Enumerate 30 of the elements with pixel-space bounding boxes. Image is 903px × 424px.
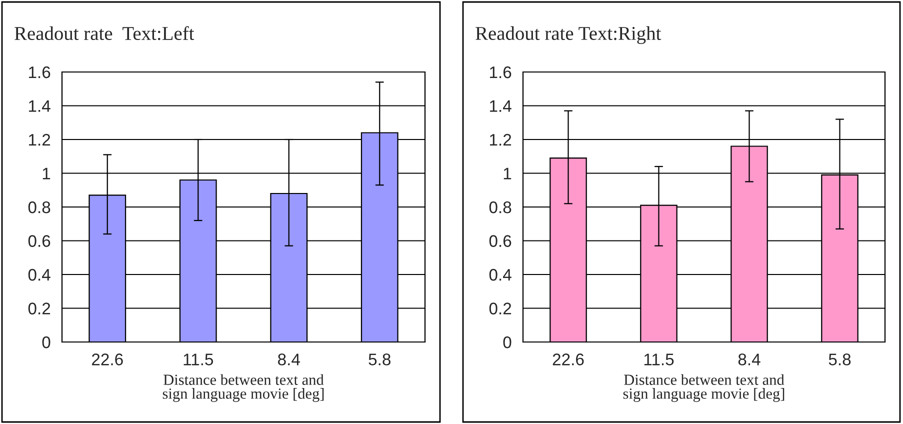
x-tick-label: 11.5 — [184, 354, 214, 366]
y-tick-label: 1.6 — [490, 66, 512, 78]
x-tick-label: 22.6 — [552, 354, 584, 366]
y-tick-label: 0.4 — [489, 268, 512, 281]
x-axis-title: Distance between text and sign language movie [deg] — [623, 374, 784, 402]
y-tick-label: 0.8 — [489, 201, 512, 214]
chart-title: Readout rate Text:Right — [476, 26, 662, 44]
y-tick-label: 0 — [503, 336, 512, 348]
y-tick-label: 1.2 — [28, 134, 50, 146]
x-tick-label: 8.4 — [278, 354, 300, 366]
y-tick-label: 0.4 — [28, 268, 50, 281]
x-axis-title: Distance between text and sign language movie [deg] — [162, 374, 324, 402]
y-tick-label: 1.4 — [490, 100, 512, 112]
y-tick-label: 0.2 — [28, 302, 50, 314]
x-tick-label: 22.6 — [92, 354, 123, 366]
y-tick-label: 0.8 — [28, 201, 50, 214]
y-tick-label: 0.6 — [28, 235, 50, 247]
y-tick-label: 1 — [42, 168, 50, 180]
y-tick-label: 0.2 — [489, 302, 512, 314]
y-tick-label: 0.6 — [489, 235, 512, 247]
y-tick-label: 1 — [504, 168, 512, 180]
y-tick-label: 1.4 — [28, 100, 50, 112]
y-tick-label: 1.6 — [28, 66, 50, 78]
chart-title: Readout rate Text:Left — [14, 26, 194, 40]
x-tick-label: 5.8 — [828, 354, 851, 366]
x-tick-label: 5.8 — [368, 354, 390, 366]
y-tick-label: 1.2 — [490, 134, 512, 146]
y-tick-label: 0 — [42, 336, 50, 348]
x-tick-label: 11.5 — [644, 354, 674, 366]
x-tick-label: 8.4 — [738, 354, 760, 366]
